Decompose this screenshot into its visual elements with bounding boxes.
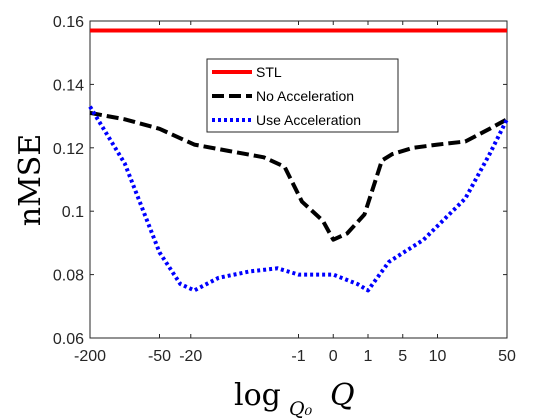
x-tick-label: 1 <box>364 348 373 365</box>
y-tick-label: 0.06 <box>53 331 84 348</box>
x-tick-label: 0 <box>329 348 338 365</box>
y-tick-label: 0.14 <box>53 77 84 94</box>
x-axis-label-variable: Q <box>330 378 355 413</box>
series-line-use-acceleration <box>88 105 509 293</box>
x-axis-label: log Q₀ Q <box>234 378 355 420</box>
x-tick-label: -20 <box>179 348 202 365</box>
x-tick-label: -50 <box>148 348 171 365</box>
legend-label-use-acceleration: Use Acceleration <box>256 112 361 128</box>
y-axis-label: nMSE <box>13 134 48 227</box>
x-tick-label: 50 <box>498 348 516 365</box>
legend-label-stl: STL <box>256 64 282 80</box>
legend: STL No Acceleration Use Acceleration <box>206 58 399 133</box>
series-layer <box>88 28 509 293</box>
x-axis-label-subscript: Q₀ <box>289 398 313 420</box>
legend-label-no-acceleration: No Acceleration <box>256 88 354 104</box>
x-tick-label: -1 <box>291 348 305 365</box>
series-line-no-acceleration <box>89 110 508 242</box>
y-tick-label: 0.16 <box>53 14 84 31</box>
x-tick-label: -200 <box>74 348 106 365</box>
y-tick-label: 0.1 <box>62 204 84 221</box>
x-tick-label: 5 <box>398 348 407 365</box>
y-tick-label: 0.12 <box>53 141 84 158</box>
x-tick-label: 10 <box>429 348 447 365</box>
ticks-layer: 0.06 0.08 0.1 0.12 0.14 0.16 -200 -50 -20 -1 0 1 5 10… <box>53 14 516 365</box>
x-axis-label-log: log <box>234 378 281 413</box>
y-tick-label: 0.08 <box>53 268 84 285</box>
